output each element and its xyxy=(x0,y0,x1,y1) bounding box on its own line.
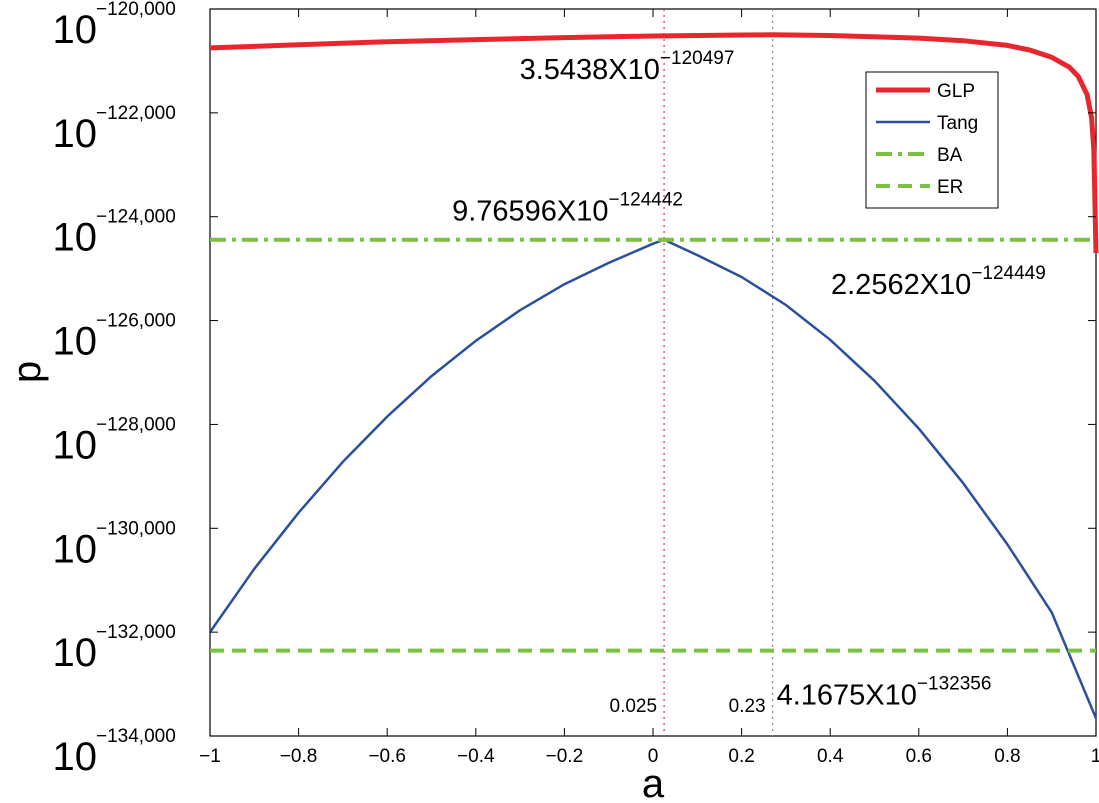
legend-label-tang: Tang xyxy=(937,113,978,134)
y-tick-label-exponent: −134,000 xyxy=(96,726,176,747)
annotations: 0.025 0.233.5438X10−1204979.76596X10−1244… xyxy=(452,48,1046,717)
y-tick-label-exponent: −122,000 xyxy=(96,103,176,124)
y-tick-label-base: 10 xyxy=(53,527,98,571)
y-tick-label-exponent: −130,000 xyxy=(96,518,176,539)
annotation: 2.2562X10−124449 xyxy=(831,263,1046,301)
y-tick-label-exponent: −128,000 xyxy=(96,414,176,435)
annotation-exponent: −132356 xyxy=(917,674,992,695)
annotation-mantissa: 3.5438X10 xyxy=(520,54,660,86)
y-tick-label-base: 10 xyxy=(53,8,98,52)
annotation-exponent: −124442 xyxy=(609,190,684,211)
reference-line-label: 0.23 xyxy=(729,696,766,717)
y-tick-label-exponent: −120,000 xyxy=(96,0,176,20)
annotation: 3.5438X10−120497 xyxy=(520,48,735,86)
y-tick-label-exponent: −124,000 xyxy=(96,207,176,228)
x-tick-label: 0.4 xyxy=(817,746,844,767)
x-tick-label: −0.6 xyxy=(368,746,406,767)
y-tick-label-base: 10 xyxy=(53,735,98,779)
series-line-glp xyxy=(209,32,1099,254)
y-tick-label-base: 10 xyxy=(53,216,98,260)
x-tick-label: 0.2 xyxy=(728,746,754,767)
annotation-mantissa: 4.1675X10 xyxy=(777,680,917,712)
annotation-mantissa: 9.76596X10 xyxy=(452,196,608,228)
x-tick-label: 0.8 xyxy=(994,746,1020,767)
axis-ticks: −1 −0.8 −0.6 −0.4 −0.2 0 0.2 0.4 0.6 0.8 110 −120,0… xyxy=(53,0,1099,779)
annotation: 9.76596X10−124442 xyxy=(452,190,683,228)
y-axis-label: p xyxy=(5,361,49,383)
legend-label-ba: BA xyxy=(937,145,963,166)
x-axis-label: a xyxy=(642,762,665,803)
annotation-exponent: −124449 xyxy=(971,263,1046,284)
x-tick-label: −0.2 xyxy=(546,746,584,767)
series-layer xyxy=(208,32,1099,719)
x-tick-label: −0.4 xyxy=(457,746,495,767)
y-tick-label-base: 10 xyxy=(53,423,98,467)
x-tick-label: −1 xyxy=(199,746,221,767)
annotation: 4.1675X10−132356 xyxy=(777,674,992,712)
x-tick-label: 0 xyxy=(648,746,659,767)
x-tick-label: 1 xyxy=(1091,746,1099,767)
x-tick-label: −0.8 xyxy=(280,746,318,767)
y-tick-label-base: 10 xyxy=(53,112,98,156)
y-tick-label-exponent: −126,000 xyxy=(96,311,176,332)
y-tick-label-base: 10 xyxy=(53,320,98,364)
y-tick-label-base: 10 xyxy=(53,631,98,675)
x-tick-label: 0.6 xyxy=(906,746,932,767)
annotation-exponent: −120497 xyxy=(660,48,735,69)
legend-label-glp: GLP xyxy=(937,81,975,102)
y-tick-label-exponent: −132,000 xyxy=(96,622,176,643)
reference-lines xyxy=(663,9,774,736)
legend: GLP Tang BA ER xyxy=(865,71,999,209)
reference-line-label: 0.025 xyxy=(610,696,658,717)
legend-label-er: ER xyxy=(937,177,963,198)
annotation-mantissa: 2.2562X10 xyxy=(831,269,971,301)
